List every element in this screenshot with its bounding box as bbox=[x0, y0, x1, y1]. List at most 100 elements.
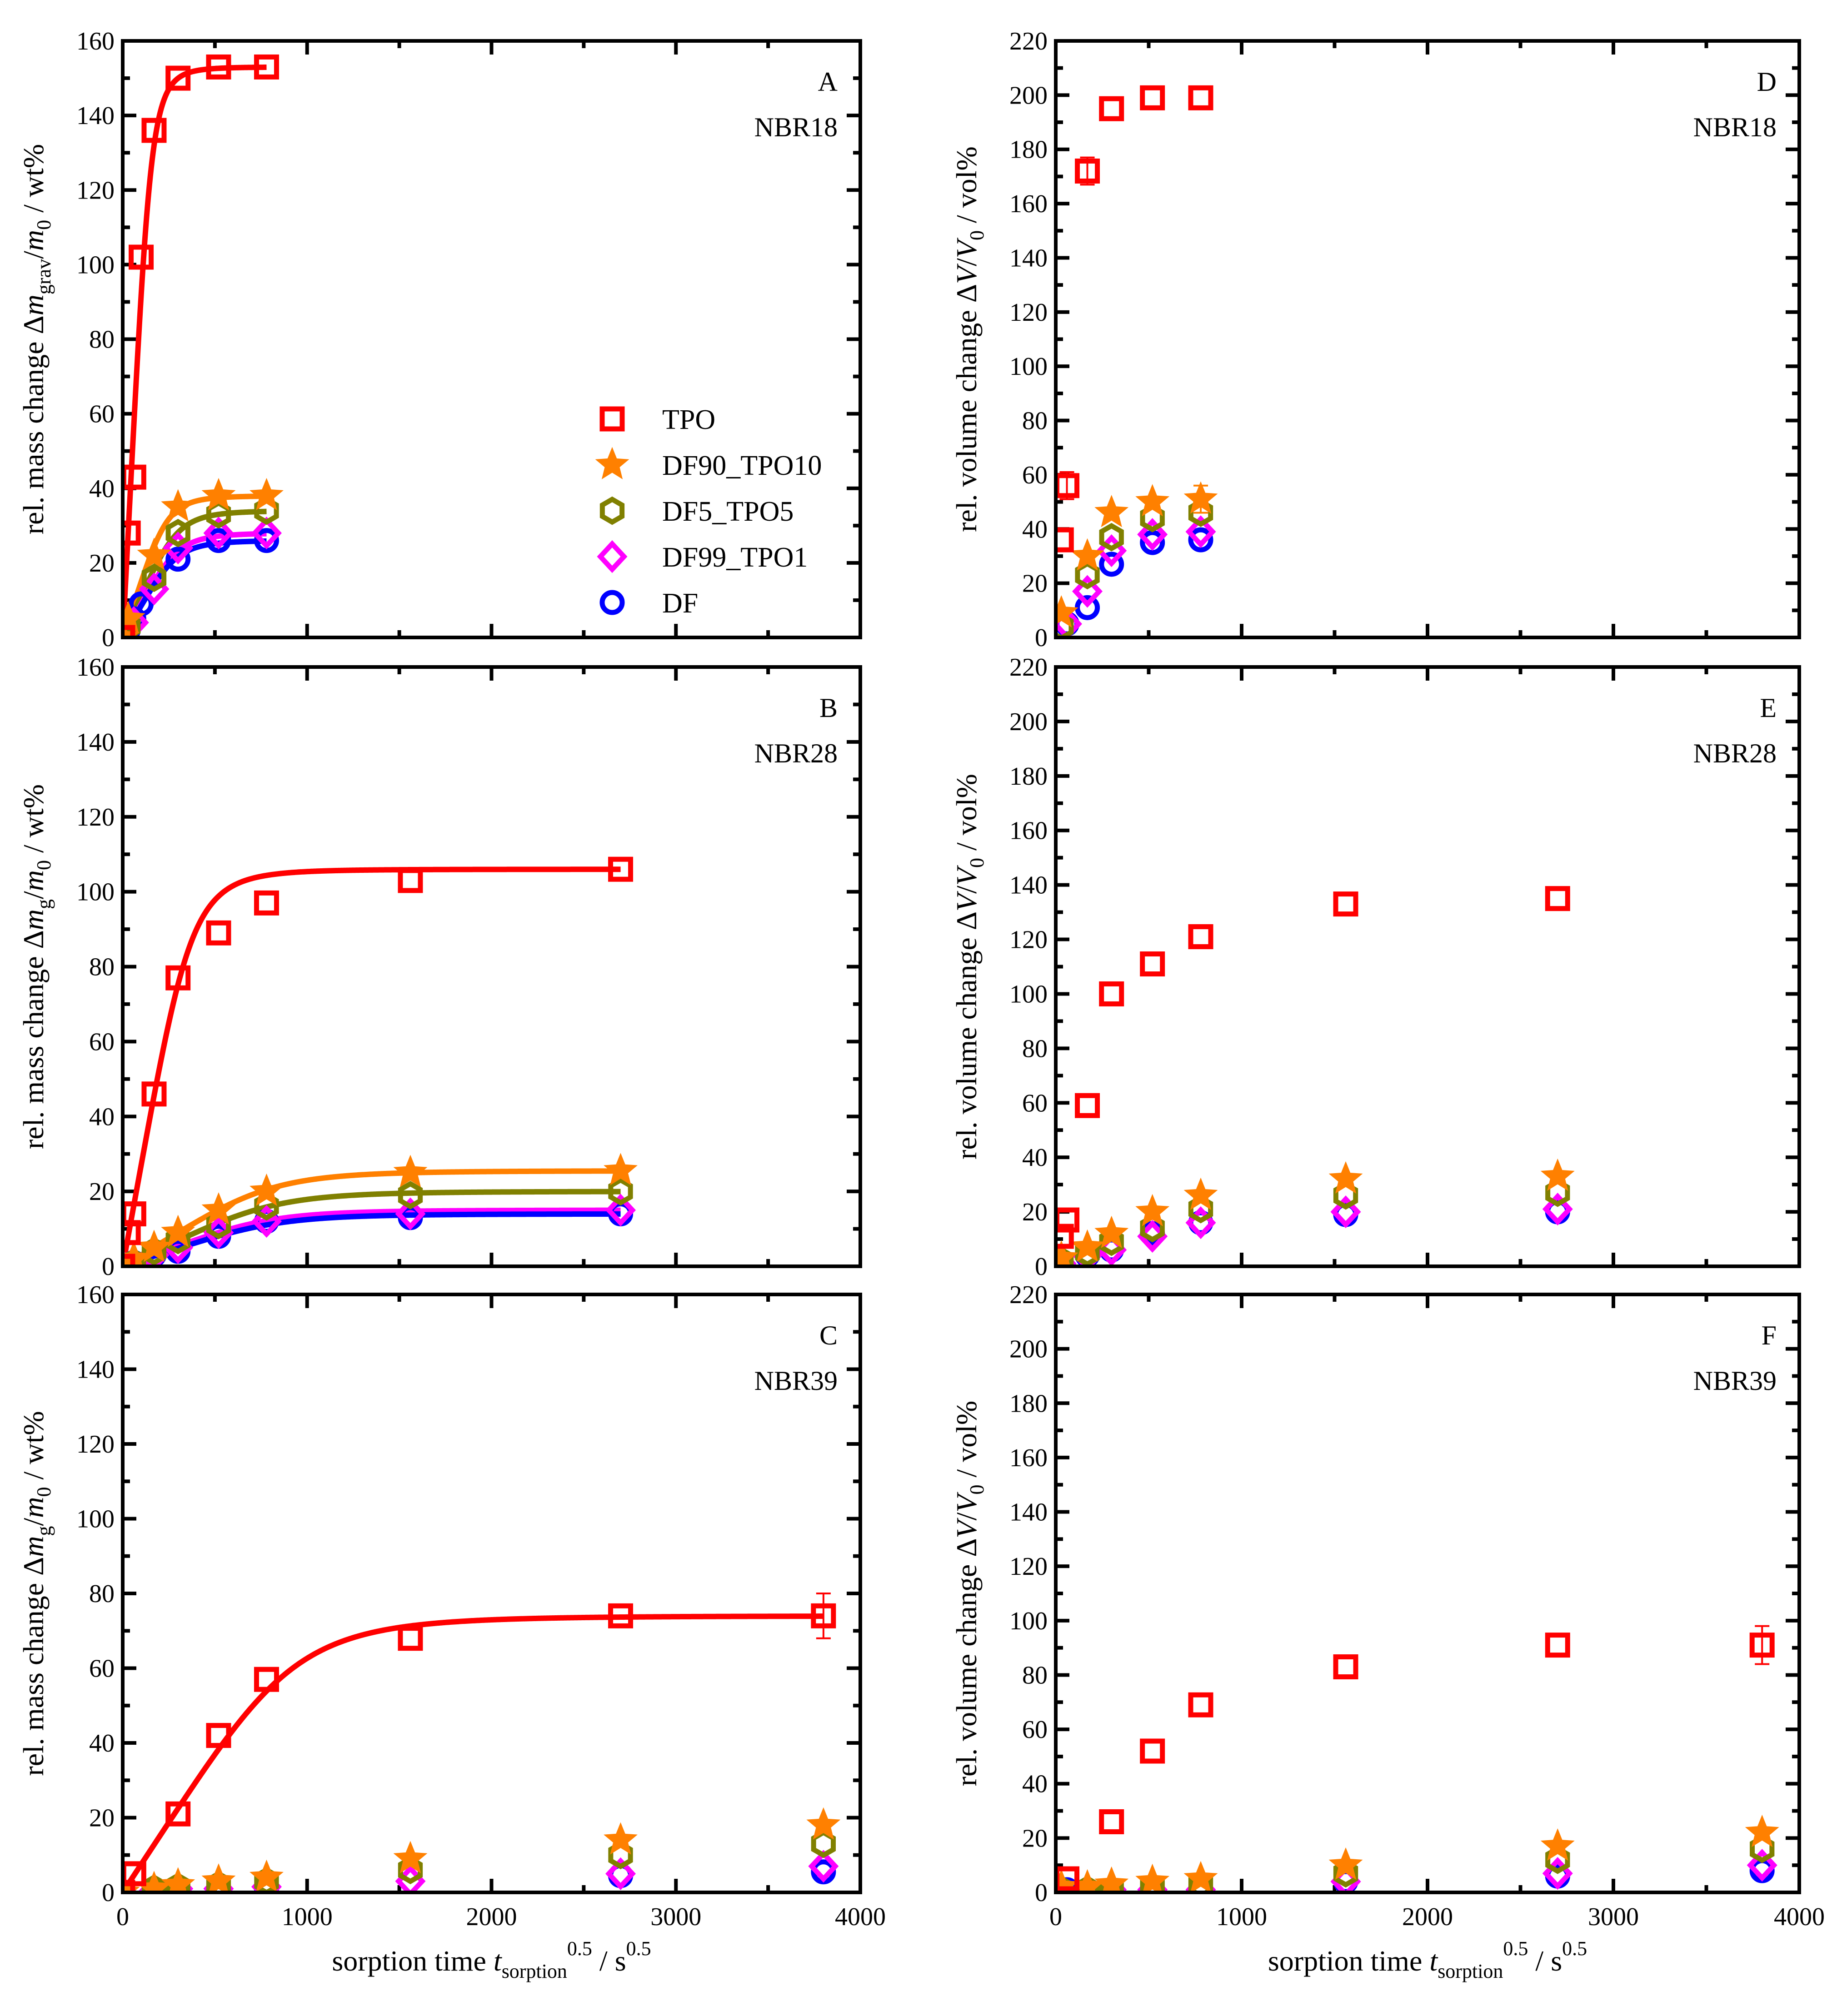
y-tick-label: 180 bbox=[1009, 1389, 1048, 1418]
y-tick-label: 120 bbox=[1009, 926, 1048, 954]
label-part: 0 bbox=[966, 1485, 988, 1495]
marker-star bbox=[393, 1841, 428, 1873]
y-tick-label: 80 bbox=[89, 953, 115, 981]
x-tick-label: 4000 bbox=[835, 1903, 886, 1931]
label-part: t bbox=[494, 1945, 503, 1977]
panel-letter: A bbox=[818, 67, 838, 97]
series-DF99_TPO1 bbox=[1056, 1193, 1573, 1266]
material-label: NBR28 bbox=[1693, 738, 1777, 768]
marker-diamond bbox=[1330, 1195, 1361, 1229]
label-part: / bbox=[950, 1512, 983, 1520]
marker-hexagon bbox=[1099, 523, 1124, 552]
label-part: V bbox=[950, 891, 983, 911]
marker-square bbox=[1099, 1809, 1124, 1834]
label-part: rel. volume change Δ bbox=[950, 911, 983, 1160]
series-TPO bbox=[1056, 1625, 1775, 1892]
marker-hexagon bbox=[141, 563, 167, 592]
marker-star bbox=[1540, 1158, 1575, 1191]
label-part: rel. mass change Δ bbox=[17, 315, 50, 534]
series-TPO bbox=[1056, 85, 1213, 553]
y-tick-label: 20 bbox=[89, 549, 115, 577]
panel-letter: C bbox=[819, 1320, 838, 1350]
label-part: / vol% bbox=[950, 774, 983, 858]
series-DF90_TPO10 bbox=[1056, 1815, 1779, 1892]
plot-frame bbox=[1054, 1293, 1801, 1894]
panel-B: 0 20 40 60 80 100 120 140 160 B NBR28 rel. mass cha… bbox=[17, 653, 862, 1281]
y-tick-label: 0 bbox=[1035, 624, 1048, 652]
marker-hexagon bbox=[1140, 1214, 1165, 1243]
marker-star bbox=[595, 447, 629, 479]
marker-star bbox=[1135, 1863, 1170, 1892]
y-tick-label: 120 bbox=[1009, 299, 1048, 327]
marker-star bbox=[1094, 1215, 1129, 1248]
label-part: rel. volume change Δ bbox=[950, 284, 983, 532]
label-part: 0 bbox=[966, 230, 988, 240]
fit-curve-TPO bbox=[123, 866, 621, 1266]
panel-D: 0 20 40 60 80 100 120 140 160 180 200 220 D NBR18 rel.… bbox=[950, 27, 1801, 652]
label-part: 0.5 bbox=[567, 1937, 592, 1960]
y-tick-label: 100 bbox=[76, 251, 115, 279]
y-tick-label: 160 bbox=[76, 27, 115, 55]
marker-hexagon bbox=[1333, 1859, 1358, 1888]
marker-star bbox=[1135, 484, 1170, 517]
marker-square bbox=[1075, 158, 1100, 184]
label-part: / s bbox=[592, 1945, 626, 1977]
y-tick-label: 100 bbox=[76, 1505, 115, 1533]
marker-square bbox=[398, 868, 423, 893]
marker-square bbox=[811, 1603, 836, 1628]
series-TPO bbox=[123, 54, 279, 637]
x-tick-label: 1000 bbox=[1216, 1903, 1267, 1931]
y-axis-label: rel. mass change Δmgrav/m0 / wt% bbox=[17, 144, 55, 534]
y-tick-label: 20 bbox=[89, 1178, 115, 1206]
marker-star bbox=[604, 1822, 638, 1855]
x-tick-label: 1000 bbox=[282, 1903, 333, 1931]
y-tick-label: 200 bbox=[1009, 1335, 1048, 1364]
marker-circle bbox=[165, 547, 191, 572]
label-part: / wt% bbox=[17, 1411, 50, 1487]
marker-square bbox=[1140, 85, 1165, 110]
label-part: / bbox=[17, 251, 50, 259]
label-part: m bbox=[17, 1536, 50, 1557]
y-axis-label: rel. volume change ΔV/V0 / vol% bbox=[950, 774, 988, 1160]
y-axis-label: rel. volume change ΔV/V0 / vol% bbox=[950, 1401, 988, 1787]
panel-letter: F bbox=[1762, 1320, 1777, 1350]
y-tick-label: 20 bbox=[1022, 1824, 1048, 1852]
label-part: grav bbox=[33, 259, 55, 294]
x-tick-label: 3000 bbox=[1588, 1903, 1639, 1931]
panel-A: 0 20 40 60 80 100 120 140 160 A NBR18 rel. mass cha… bbox=[17, 27, 862, 652]
marker-hexagon bbox=[1140, 504, 1165, 533]
label-part: m bbox=[17, 1497, 50, 1518]
y-tick-label: 0 bbox=[102, 1253, 115, 1281]
marker-diamond bbox=[597, 540, 628, 573]
marker-diamond bbox=[203, 517, 234, 550]
label-part: sorption bbox=[502, 1960, 567, 1982]
y-tick-label: 20 bbox=[1022, 1198, 1048, 1226]
label-part: 0 bbox=[966, 858, 988, 868]
marker-star bbox=[1328, 1847, 1363, 1880]
marker-star bbox=[1070, 1229, 1104, 1262]
marker-square bbox=[608, 856, 634, 882]
marker-square bbox=[398, 1626, 423, 1651]
y-tick-label: 60 bbox=[89, 1655, 115, 1683]
y-tick-label: 40 bbox=[89, 1103, 115, 1131]
marker-circle bbox=[254, 528, 279, 553]
marker-star bbox=[393, 1155, 428, 1187]
legend-label: TPO bbox=[662, 404, 715, 435]
marker-hexagon bbox=[254, 496, 279, 525]
marker-star bbox=[1328, 1161, 1363, 1194]
marker-circle bbox=[1140, 530, 1165, 555]
series-TPO bbox=[123, 1593, 836, 1892]
marker-star bbox=[1183, 1861, 1218, 1892]
label-part: m bbox=[17, 230, 50, 251]
marker-star bbox=[1183, 481, 1218, 514]
label-part: t bbox=[1429, 1945, 1438, 1977]
marker-star bbox=[201, 478, 236, 510]
marker-star bbox=[1056, 595, 1078, 628]
marker-hexagon bbox=[254, 1192, 279, 1221]
fit-curve-TPO bbox=[123, 1613, 824, 1892]
plot-frame bbox=[1054, 39, 1801, 639]
marker-square bbox=[1545, 1633, 1570, 1658]
marker-square bbox=[206, 1723, 231, 1748]
y-tick-label: 120 bbox=[76, 1430, 115, 1458]
